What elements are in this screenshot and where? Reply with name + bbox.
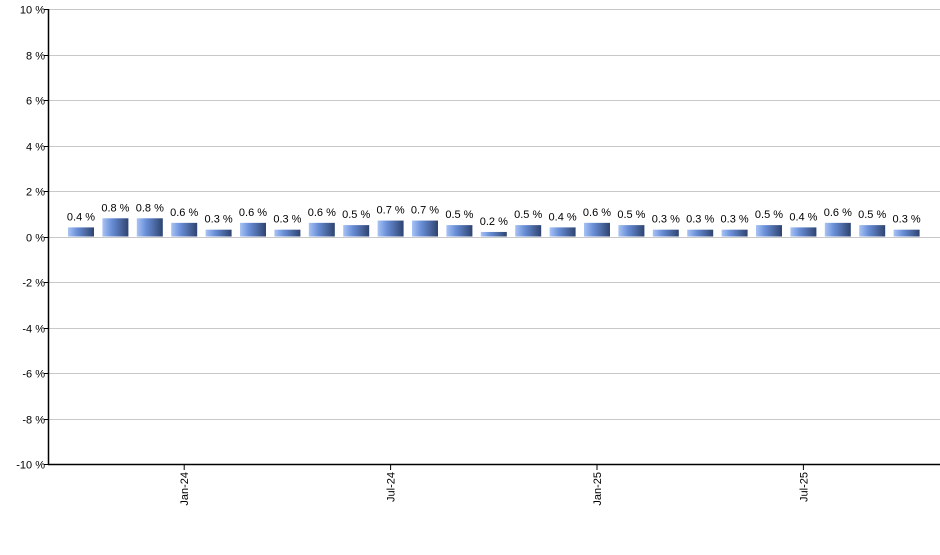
bar	[824, 222, 851, 237]
bar	[618, 225, 645, 237]
bar	[412, 220, 438, 237]
bar	[171, 222, 198, 237]
data-label: 0.6 %	[583, 207, 611, 219]
bar	[893, 229, 920, 237]
data-label: 0.5 %	[755, 209, 783, 221]
x-axis: Jan-24 Jul-24 Jan-25 Jul-25	[48, 463, 940, 506]
bar	[687, 229, 714, 237]
data-label: 0.6 %	[824, 207, 852, 219]
data-label: 0.6 %	[239, 207, 267, 219]
data-label: 0.2 %	[480, 216, 508, 228]
data-label: 0.8 %	[136, 202, 164, 214]
bar	[446, 225, 473, 237]
data-label: 0.8 %	[101, 202, 129, 214]
y-tick-label: -10 %	[16, 460, 45, 472]
bar	[549, 227, 576, 237]
x-tick-label: Jul-25	[798, 472, 810, 502]
y-tick-label: 8 %	[26, 51, 45, 63]
data-label: 0.7 %	[411, 205, 439, 217]
y-tick-label: 2 %	[26, 187, 45, 199]
bar	[652, 229, 679, 237]
x-tick-label: Jan-25	[592, 472, 604, 506]
data-label: 0.6 %	[170, 207, 198, 219]
bar	[515, 225, 542, 237]
y-tick-label: -8 %	[22, 415, 45, 427]
bar	[721, 229, 748, 237]
gridlines	[48, 9, 940, 465]
y-tick-label: 0 %	[26, 233, 45, 245]
bars: 0.4 % 0.8 % 0.8 % 0.6 % 0.3 % 0.6 % 0.3 % 0.6 %…	[67, 202, 921, 237]
y-tick-label: -4 %	[22, 324, 45, 336]
bar	[136, 218, 163, 237]
data-label: 0.3 %	[893, 214, 921, 226]
data-label: 0.3 %	[721, 214, 749, 226]
bar	[274, 229, 301, 237]
y-tick-label: -6 %	[22, 369, 45, 381]
bar	[377, 220, 404, 237]
y-axis: 10 % 8 % 6 % 4 % 2 % 0 % -2 % -4 % -6 % -8 % -10 %	[16, 5, 50, 472]
bar	[756, 225, 782, 237]
data-label: 0.7 %	[377, 205, 405, 217]
bar	[205, 229, 232, 237]
y-tick-label: 6 %	[26, 96, 45, 108]
bar	[480, 231, 507, 237]
y-tick-label: 10 %	[20, 5, 45, 17]
data-label: 0.5 %	[342, 209, 370, 221]
bar	[68, 227, 94, 237]
x-tick-label: Jul-24	[386, 472, 398, 502]
y-tick-label: 4 %	[26, 142, 45, 154]
bar	[584, 222, 610, 237]
data-label: 0.6 %	[308, 207, 336, 219]
bar	[308, 222, 335, 237]
data-label: 0.5 %	[514, 209, 542, 221]
bar	[790, 227, 817, 237]
data-label: 0.5 %	[617, 209, 645, 221]
data-label: 0.4 %	[549, 211, 577, 223]
data-label: 0.3 %	[205, 214, 233, 226]
data-label: 0.3 %	[686, 214, 714, 226]
y-tick-label: -2 %	[22, 278, 45, 290]
bar	[102, 218, 129, 237]
data-label: 0.5 %	[445, 209, 473, 221]
x-tick-label: Jan-24	[179, 472, 191, 506]
bar	[859, 225, 886, 237]
bar	[240, 222, 266, 237]
data-label: 0.3 %	[273, 214, 301, 226]
data-label: 0.5 %	[858, 209, 886, 221]
data-label: 0.4 %	[789, 211, 817, 223]
data-label: 0.3 %	[652, 214, 680, 226]
data-label: 0.4 %	[67, 211, 95, 223]
bar	[343, 225, 370, 237]
